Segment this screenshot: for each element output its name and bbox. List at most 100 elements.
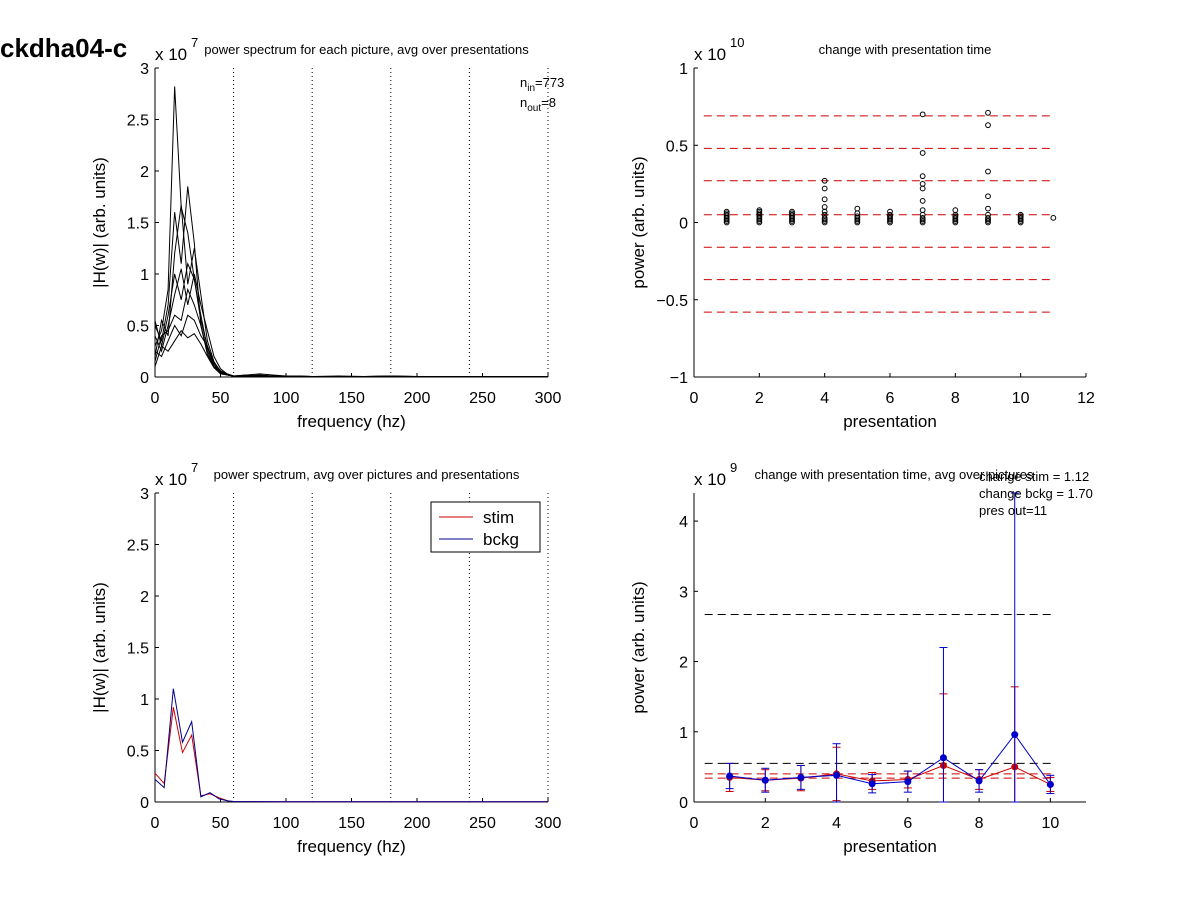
data-point — [854, 205, 861, 212]
x-axis-label: presentation — [843, 837, 937, 856]
legend-label: bckg — [483, 530, 519, 549]
y-tick-label: 0 — [140, 370, 149, 387]
y-tick-label: 2 — [140, 589, 149, 606]
annotation-sub: out — [527, 103, 541, 114]
x-tick-label: 50 — [212, 815, 230, 832]
annotation-base: n — [520, 75, 527, 90]
series-line — [154, 204, 549, 378]
data-point — [821, 177, 828, 184]
exponent-power: 7 — [191, 460, 198, 475]
annotation-sub: in — [527, 83, 535, 94]
x-tick-label: 200 — [404, 390, 431, 407]
x-tick-label: 2 — [755, 390, 764, 407]
x-tick-label: 0 — [151, 390, 160, 407]
y-tick-label: 3 — [140, 486, 149, 503]
data-point — [919, 214, 926, 221]
x-tick-label: 2 — [761, 815, 770, 832]
x-tick-label: 0 — [690, 390, 699, 407]
x-tick-label: 10 — [1012, 390, 1030, 407]
x-tick-label: 150 — [338, 390, 365, 407]
x-tick-label: 8 — [951, 390, 960, 407]
x-tick-label: 300 — [535, 390, 562, 407]
y-axis-label: |H(w)| (arb. units) — [90, 582, 109, 713]
x-tick-label: 10 — [1041, 815, 1059, 832]
y-tick-label: 1 — [679, 725, 688, 742]
y-tick-label: 0 — [679, 795, 688, 812]
y-tick-label: 1 — [140, 267, 149, 284]
data-point — [887, 208, 893, 215]
x-tick-label: 8 — [975, 815, 984, 832]
y-tick-label: 4 — [679, 514, 688, 531]
annotation: nout=8 — [520, 95, 556, 114]
y-tick-label: 2.5 — [127, 538, 149, 555]
x-tick-label: 6 — [886, 390, 895, 407]
x-axis-label: frequency (hz) — [297, 837, 406, 856]
annotation-value: =773 — [535, 75, 564, 90]
x-axis-label: frequency (hz) — [297, 412, 406, 431]
x-tick-label: 12 — [1077, 390, 1095, 407]
legend-box — [430, 501, 541, 553]
data-point — [821, 185, 828, 192]
data-point — [1050, 214, 1057, 221]
x-tick-label: 100 — [273, 815, 300, 832]
data-point — [919, 180, 926, 187]
data-point — [723, 208, 730, 215]
data-point — [833, 771, 841, 779]
data-point — [821, 214, 828, 221]
data-point — [985, 122, 991, 129]
series-line — [154, 707, 548, 803]
annotation: change bckg = 1.70 — [979, 486, 1093, 501]
series-line — [729, 764, 1051, 785]
series-line — [154, 261, 549, 378]
x-tick-label: 50 — [212, 390, 230, 407]
series-line — [154, 320, 549, 378]
data-point — [797, 773, 805, 781]
data-point — [952, 207, 959, 214]
exponent-label: x 10 — [155, 470, 187, 489]
y-tick-label: 1.5 — [127, 641, 149, 658]
chart-bottom-left: 0 50 100 150 200 250 300 0 0.5 1 1.5 2 2.5 3 frequency… — [90, 460, 561, 856]
x-tick-label: 100 — [273, 390, 300, 407]
data-point — [821, 208, 828, 215]
x-tick-label: 0 — [690, 815, 699, 832]
x-tick-label: 6 — [903, 815, 912, 832]
data-point — [761, 776, 769, 784]
y-tick-label: 0.5 — [666, 138, 688, 155]
y-tick-label: 0 — [140, 795, 149, 812]
exponent-label: x 10 — [155, 45, 187, 64]
chart-top-right: 0 2 4 6 8 10 12 −1 −0.5 0 0.5 1 presentation power (a… — [629, 35, 1095, 431]
chart-title: change with presentation time, avg over … — [755, 467, 1034, 482]
x-tick-label: 250 — [469, 815, 496, 832]
data-point — [887, 211, 893, 218]
series-line — [154, 688, 548, 803]
data-point — [985, 168, 991, 175]
data-point — [1011, 731, 1019, 739]
x-tick-label: 150 — [338, 815, 365, 832]
figure-id-label: ckdha04-c — [0, 33, 127, 63]
chart-title: power spectrum for each picture, avg ove… — [204, 42, 529, 57]
data-point — [868, 780, 876, 788]
y-tick-label: 0 — [679, 216, 688, 233]
x-tick-label: 250 — [469, 390, 496, 407]
data-point — [789, 208, 795, 215]
y-axis-label: |H(w)| (arb. units) — [90, 157, 109, 288]
annotation-value: =8 — [541, 95, 556, 110]
data-point — [919, 111, 926, 118]
data-point — [854, 210, 861, 217]
x-tick-label: 0 — [151, 815, 160, 832]
chart-title: change with presentation time — [819, 42, 992, 57]
x-tick-label: 200 — [404, 815, 431, 832]
data-point — [821, 196, 828, 203]
data-point — [904, 778, 912, 786]
data-point — [985, 214, 991, 221]
x-tick-label: 4 — [832, 815, 841, 832]
data-point — [919, 211, 926, 218]
series-line — [729, 733, 1051, 785]
series-line — [154, 186, 549, 378]
x-tick-label: 4 — [820, 390, 829, 407]
y-tick-label: 3 — [679, 584, 688, 601]
data-point — [821, 204, 828, 210]
data-point — [756, 207, 763, 214]
